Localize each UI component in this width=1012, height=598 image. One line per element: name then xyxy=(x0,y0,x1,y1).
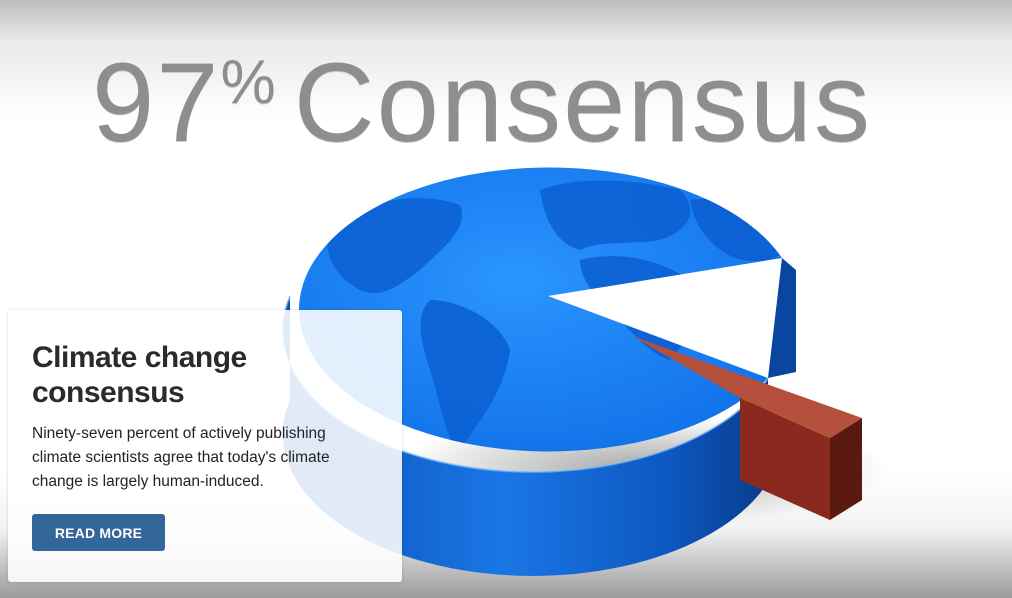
pie-side-wall xyxy=(282,296,768,576)
pie-side-wall-back xyxy=(768,258,796,378)
pie-slice-side-front xyxy=(740,398,830,520)
pie-slice-top xyxy=(632,336,862,438)
card-title: Climate change consensus xyxy=(32,341,247,409)
hero-title: 97% Consensus xyxy=(92,18,872,168)
read-more-button[interactable]: READ MORE xyxy=(32,514,165,551)
hero-title-percent: % xyxy=(220,48,278,117)
pie-slice-side-outer xyxy=(830,418,862,520)
hero-title-number: 97 xyxy=(92,40,221,165)
hero-title-word: Consensus xyxy=(293,40,873,165)
card-description: Ninety-seven percent of actively publish… xyxy=(32,425,330,490)
info-card: Climate change consensus Ninety-seven pe… xyxy=(8,310,402,582)
